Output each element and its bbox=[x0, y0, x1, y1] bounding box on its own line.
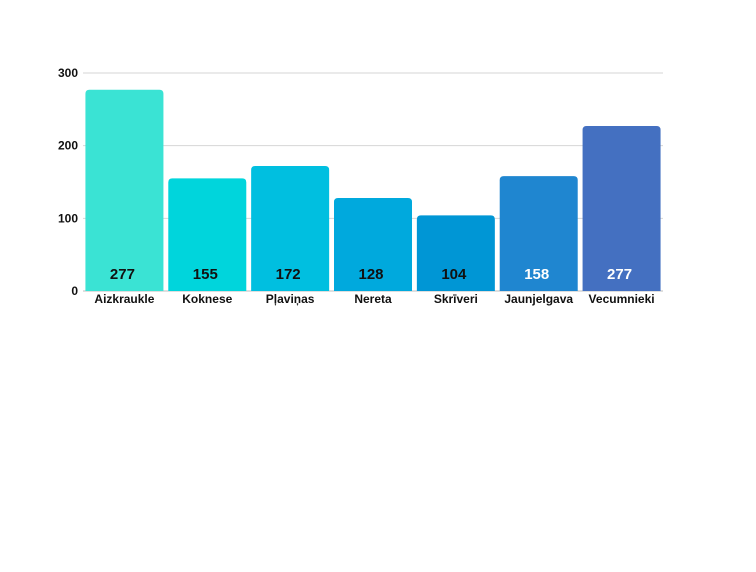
x-tick-label: Pļaviņas bbox=[266, 292, 315, 306]
data-label: 155 bbox=[193, 266, 218, 283]
y-tick-label: 200 bbox=[58, 139, 78, 153]
data-labels: 277 155 172 128 104 158 277 bbox=[110, 266, 632, 283]
data-label: 158 bbox=[524, 266, 549, 283]
data-label: 277 bbox=[607, 266, 632, 283]
bar-pļaviņas bbox=[251, 166, 330, 291]
y-tick-label: 100 bbox=[58, 211, 78, 225]
y-tick-label: 300 bbox=[58, 66, 78, 80]
bar-koknese bbox=[168, 178, 247, 291]
bars bbox=[85, 89, 661, 292]
x-tick-label: Skrīveri bbox=[434, 292, 478, 306]
data-label: 172 bbox=[276, 266, 301, 283]
bar-skrīveri bbox=[416, 215, 495, 291]
bar-vecumnieki bbox=[582, 126, 661, 292]
x-tick-label: Nereta bbox=[354, 292, 392, 306]
data-label: 128 bbox=[358, 266, 383, 283]
x-tick-label: Koknese bbox=[182, 292, 232, 306]
x-tick-label: Vecumnieki bbox=[589, 292, 655, 306]
data-label: 277 bbox=[110, 266, 135, 283]
bar-nereta bbox=[334, 197, 412, 291]
x-axis-ticks: Aizkraukle Koknese Pļaviņas Nereta Skrīveri J… bbox=[94, 292, 654, 306]
data-label: 104 bbox=[441, 266, 467, 283]
bar-aizkraukle bbox=[85, 89, 164, 291]
bar-jaunjelgava bbox=[499, 176, 578, 291]
x-tick-label: Jaunjelgava bbox=[504, 292, 573, 306]
y-tick-label: 0 bbox=[71, 284, 78, 298]
x-tick-label: Aizkraukle bbox=[94, 292, 154, 306]
y-axis-ticks: 0 100 200 300 bbox=[58, 66, 78, 298]
